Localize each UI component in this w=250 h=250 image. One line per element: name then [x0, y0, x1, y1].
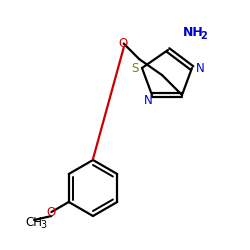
- Text: O: O: [118, 37, 127, 50]
- Text: NH: NH: [183, 26, 204, 38]
- Text: N: N: [196, 62, 204, 74]
- Text: O: O: [47, 206, 56, 218]
- Text: S: S: [131, 62, 139, 74]
- Text: 2: 2: [200, 31, 207, 41]
- Text: CH: CH: [26, 216, 42, 228]
- Text: N: N: [144, 94, 152, 106]
- Text: 3: 3: [40, 220, 46, 230]
